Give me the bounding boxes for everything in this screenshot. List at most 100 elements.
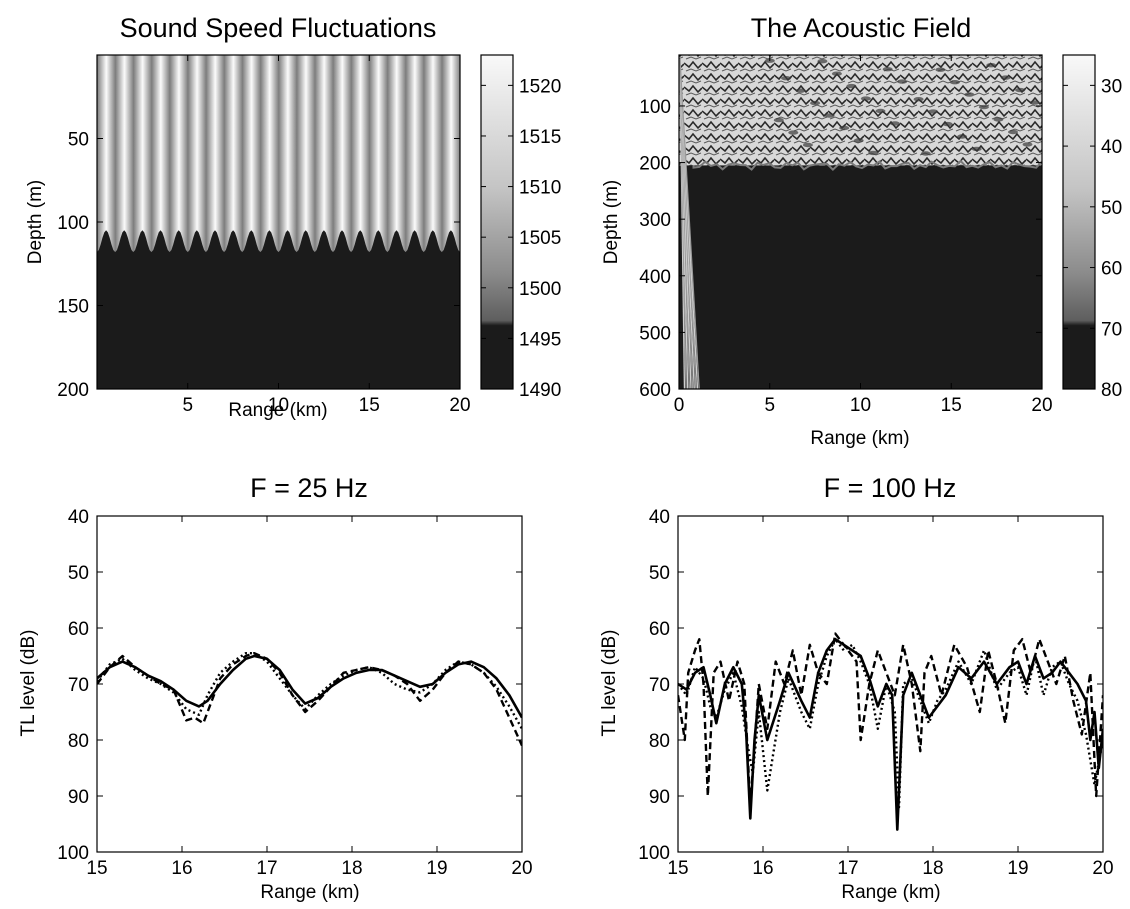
xlabel-tl-25hz: Range (km) — [260, 882, 359, 903]
xlabel-sound-speed: Range (km) — [228, 400, 327, 421]
ylabel-tl-100hz: TL level (dB) — [599, 630, 620, 737]
tl-25hz-ytick-label: 70 — [68, 675, 89, 696]
xlabel-acoustic-field: Range (km) — [810, 428, 909, 449]
sound-speed-xtick-label: 20 — [449, 395, 470, 416]
acoustic-field-shadow-patch — [795, 88, 806, 93]
tl-25hz-xtick-label: 18 — [341, 858, 362, 879]
tl-100hz-xtick-label: 19 — [1007, 858, 1028, 879]
acoustic-field-shadow-patch — [935, 67, 946, 72]
tl-25hz-ytick-label: 40 — [68, 507, 89, 528]
sound-speed-colorbar-label: 1510 — [519, 178, 561, 199]
tl-25hz-xtick-label: 15 — [86, 858, 107, 879]
colorbar-sound-speed — [480, 54, 514, 390]
acoustic-field-ytick-label: 300 — [639, 210, 671, 231]
acoustic-field-colorbar-label: 80 — [1101, 380, 1122, 401]
acoustic-field-shadow-patch — [913, 97, 924, 102]
acoustic-field-xtick-label: 5 — [764, 395, 775, 416]
acoustic-field-ytick-label: 600 — [639, 380, 671, 401]
title-tl-25hz: F = 25 Hz — [250, 473, 368, 503]
ylabel-sound-speed: Depth (m) — [25, 180, 46, 264]
tl-100hz-xtick-label: 15 — [667, 858, 688, 879]
acoustic-field-shadow-patch — [853, 138, 864, 143]
ylabel-acoustic-field: Depth (m) — [601, 180, 622, 264]
tl-25hz-ytick-label: 80 — [68, 731, 89, 752]
acoustic-field-shadow-patch — [971, 146, 982, 152]
tl-100hz-ytick-label: 100 — [638, 843, 670, 864]
acoustic-field-shadow-patch — [860, 96, 871, 101]
acoustic-field-shadow-patch — [802, 142, 813, 148]
title-tl-100hz: F = 100 Hz — [824, 473, 957, 503]
tl-100hz-ytick-label: 80 — [649, 731, 670, 752]
sound-speed-ytick-label: 50 — [68, 130, 89, 151]
tl-25hz-xtick-label: 20 — [511, 858, 532, 879]
sound-speed-colorbar-label: 1520 — [519, 76, 561, 97]
acoustic-field-near-source-ray — [679, 58, 700, 389]
panel-tl-25hz: F = 25 Hz 15 16 17 18 19 20 40 50 60 70 80 90 100 Ra… — [18, 473, 533, 903]
acoustic-field-shadow-patch — [1029, 100, 1040, 105]
acoustic-field-xtick-label: 20 — [1031, 395, 1052, 416]
acoustic-field-shadow-patch — [949, 80, 960, 85]
tl-25hz-xtick-label: 17 — [256, 858, 277, 879]
title-acoustic-field: The Acoustic Field — [751, 13, 972, 43]
acoustic-field-shadow-patch — [964, 92, 975, 97]
acoustic-field-shadow-patch — [831, 71, 842, 76]
acoustic-field-xtick-label: 15 — [941, 395, 962, 416]
tl-25hz-ytick-label: 60 — [68, 619, 89, 640]
panel-tl-100hz: F = 100 Hz 15 16 17 18 19 20 40 50 60 70 80 90 100 R… — [599, 473, 1114, 903]
xlabel-tl-100hz: Range (km) — [841, 882, 940, 903]
sound-speed-colorbar-label: 1515 — [519, 127, 561, 148]
acoustic-field-xtick-label: 0 — [674, 395, 685, 416]
acoustic-field-shadow-patch — [817, 59, 828, 64]
heatmap-sound-speed — [97, 55, 460, 389]
tl-25hz-series-dashed — [97, 652, 522, 747]
acoustic-field-shadow-patch — [773, 117, 784, 123]
acoustic-field-shadow-patch — [882, 67, 893, 72]
sound-speed-colorbar-label: 1495 — [519, 329, 561, 350]
acoustic-field-shadow-patch — [810, 100, 821, 106]
acoustic-field-colorbar-label: 70 — [1101, 319, 1122, 340]
acoustic-field-shadow-patch — [978, 104, 989, 110]
acoustic-field-shadow-patch — [1008, 129, 1018, 135]
tl-100hz-ytick-label: 50 — [649, 563, 670, 584]
title-sound-speed: Sound Speed Fluctuations — [120, 13, 437, 43]
tl-100hz-ytick-label: 70 — [649, 675, 670, 696]
acoustic-field-shadow-patch — [788, 130, 799, 135]
tl-100hz-ytick-label: 40 — [649, 507, 670, 528]
tl-100hz-ytick-label: 90 — [649, 787, 670, 808]
acoustic-field-shadow-patch — [993, 117, 1004, 122]
acoustic-field-xtick-label: 10 — [850, 395, 871, 416]
acoustic-field-shadow-patch — [920, 151, 931, 156]
acoustic-field-shadow-patch — [875, 108, 886, 114]
acoustic-field-colorbar-label: 30 — [1101, 76, 1122, 97]
sound-speed-xtick-label: 5 — [182, 395, 193, 416]
acoustic-field-shadow-patch — [781, 76, 792, 81]
acoustic-field-ytick-label: 400 — [639, 267, 671, 288]
tl-100hz-series-solid — [678, 637, 1103, 831]
acoustic-field-colorbar-label: 40 — [1101, 137, 1122, 158]
acoustic-field-shadow-patch — [897, 79, 908, 84]
tl-100hz-ytick-label: 60 — [649, 619, 670, 640]
acoustic-field-shadow-patch — [1000, 75, 1011, 80]
sound-speed-ytick-label: 200 — [57, 380, 89, 401]
sound-speed-ytick-label: 150 — [57, 297, 89, 318]
acoustic-field-layer-edge — [692, 159, 1042, 171]
tl-100hz-xtick-label: 20 — [1092, 858, 1113, 879]
acoustic-field-shadow-patch — [890, 121, 900, 126]
sound-speed-colorbar-label: 1505 — [519, 228, 561, 249]
colorbar-acoustic-field — [1062, 54, 1096, 390]
panel-acoustic-field: The Acoustic Field 0 5 10 15 20 100 200 300 400 5… — [601, 13, 1122, 449]
tl-25hz-ytick-label: 50 — [68, 563, 89, 584]
acoustic-field-shadow-patch — [839, 125, 850, 131]
tl-100hz-xtick-label: 18 — [922, 858, 943, 879]
tl-100hz-series-dashed — [678, 632, 1103, 809]
acoustic-field-shadow-patch — [824, 113, 835, 118]
tl-100hz-xtick-label: 16 — [752, 858, 773, 879]
acoustic-field-colorbar-label: 50 — [1101, 198, 1122, 219]
acoustic-field-ytick-label: 500 — [639, 323, 671, 344]
acoustic-field-shadow-patch — [1022, 142, 1033, 147]
sound-speed-xtick-label: 10 — [268, 395, 289, 416]
ylabel-tl-25hz: TL level (dB) — [18, 630, 39, 737]
sound-speed-xtick-label: 15 — [359, 395, 380, 416]
sound-speed-colorbar-label: 1490 — [519, 380, 561, 401]
